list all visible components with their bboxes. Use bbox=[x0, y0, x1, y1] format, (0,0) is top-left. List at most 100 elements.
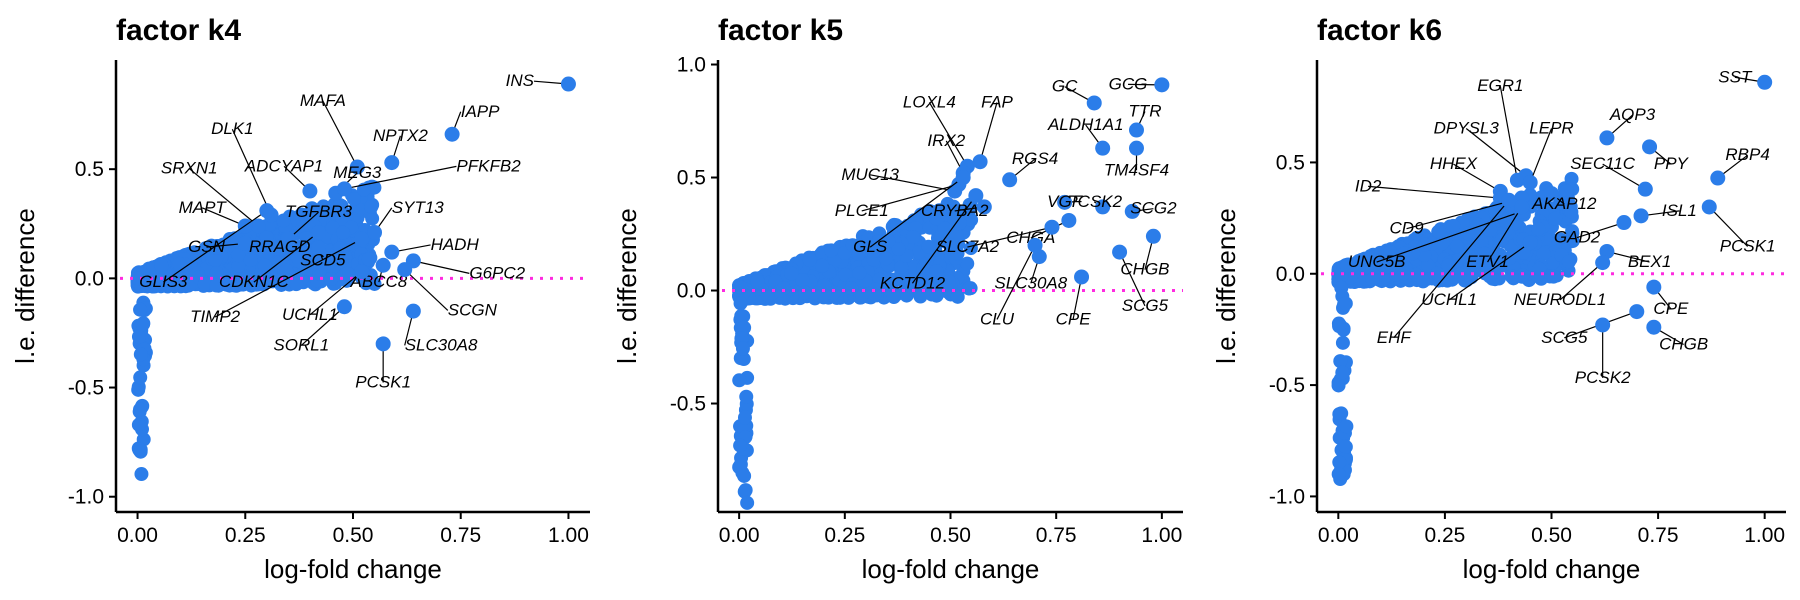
label-leader-line bbox=[928, 102, 968, 167]
gene-point-rragd bbox=[267, 240, 283, 256]
label-leader-line bbox=[163, 210, 268, 283]
data-point bbox=[960, 256, 975, 271]
gene-label-mafa: MAFA bbox=[300, 91, 346, 110]
gene-point-iapp bbox=[444, 126, 460, 142]
gene-point-rbp4 bbox=[1710, 170, 1726, 186]
label-leader-line bbox=[309, 271, 363, 316]
data-point bbox=[1338, 439, 1353, 454]
gene-label-clu: CLU bbox=[980, 309, 1015, 328]
gene-label-gls: GLS bbox=[853, 237, 888, 256]
x-tick-label: 0.50 bbox=[930, 524, 971, 547]
background-points bbox=[732, 196, 979, 510]
gene-point-lepr bbox=[1522, 174, 1538, 190]
data-point bbox=[963, 241, 978, 256]
data-point bbox=[1564, 204, 1579, 219]
data-point bbox=[292, 244, 307, 259]
gene-label-sst: SST bbox=[1718, 67, 1753, 86]
data-point bbox=[733, 438, 748, 453]
data-point bbox=[1469, 253, 1484, 268]
label-leader-line bbox=[188, 168, 259, 227]
gene-point-pcsk2 bbox=[1095, 199, 1111, 215]
data-point bbox=[136, 317, 151, 332]
data-point bbox=[929, 288, 944, 303]
label-leader-line bbox=[911, 195, 977, 284]
gene-point-cpe bbox=[1074, 269, 1090, 285]
y-axis-label: l.e. difference bbox=[612, 208, 642, 364]
data-point bbox=[733, 296, 748, 311]
data-point bbox=[1531, 222, 1546, 237]
label-leader-line bbox=[1119, 251, 1146, 307]
data-point bbox=[1474, 234, 1489, 249]
data-point bbox=[1441, 258, 1456, 273]
data-point bbox=[1421, 258, 1436, 273]
gene-point-isl1 bbox=[1633, 208, 1649, 224]
label-leader-line bbox=[231, 128, 272, 216]
data-point bbox=[750, 274, 765, 289]
data-point bbox=[208, 241, 223, 256]
data-point bbox=[952, 216, 967, 231]
label-leader-line bbox=[967, 226, 1053, 248]
data-point bbox=[361, 252, 376, 267]
gene-label-iapp: IAPP bbox=[461, 102, 500, 121]
y-tick-label: 0.0 bbox=[677, 280, 706, 303]
gene-point-pcsk2 bbox=[1595, 317, 1611, 333]
gene-label-cpe: CPE bbox=[1653, 299, 1689, 318]
data-point bbox=[1417, 237, 1432, 252]
x-axis-label: log-fold change bbox=[1463, 554, 1641, 584]
label-leader-line bbox=[344, 165, 457, 190]
gene-label-pcsk2: PCSK2 bbox=[1575, 368, 1631, 387]
data-point bbox=[172, 256, 187, 271]
gene-point-syt13 bbox=[367, 225, 383, 241]
gene-label-dpysl3: DPYSL3 bbox=[1434, 118, 1500, 137]
gene-label-gcg: GCG bbox=[1109, 74, 1148, 93]
gene-point-scgn bbox=[397, 262, 413, 278]
label-leader-line bbox=[870, 174, 955, 192]
data-point bbox=[867, 287, 882, 302]
data-point bbox=[1334, 406, 1349, 421]
gene-label-mapt: MAPT bbox=[179, 198, 228, 217]
data-point bbox=[964, 212, 979, 227]
data-point bbox=[1461, 226, 1476, 241]
data-point bbox=[1338, 296, 1353, 311]
data-point bbox=[1331, 467, 1346, 482]
gene-label-cdkn1c: CDKN1C bbox=[219, 272, 290, 291]
y-tick-label: 0.0 bbox=[1276, 263, 1305, 286]
data-point bbox=[231, 248, 246, 263]
data-point bbox=[259, 230, 274, 245]
gene-label-slc30a8: SLC30A8 bbox=[405, 335, 478, 354]
label-leader-line bbox=[1576, 221, 1625, 239]
data-point bbox=[737, 410, 752, 425]
data-point bbox=[241, 269, 256, 284]
gene-point-cdkn1c bbox=[311, 225, 327, 241]
y-tick-label: 0.0 bbox=[75, 267, 104, 290]
y-tick-label: -1.0 bbox=[68, 486, 104, 509]
gene-label-uchl1: UCHL1 bbox=[1421, 290, 1477, 309]
x-tick-label: 1.00 bbox=[548, 524, 589, 547]
data-point bbox=[326, 259, 341, 274]
data-point bbox=[1335, 365, 1350, 380]
data-point bbox=[1432, 224, 1447, 239]
gene-point-pcsk1 bbox=[1701, 199, 1717, 215]
data-point bbox=[231, 258, 246, 273]
gene-point-adcyap1 bbox=[302, 183, 318, 199]
data-point bbox=[795, 273, 810, 288]
panel-1: factor k4 INS IAPP MAFA NPTX2 MEG3 PFKFB2 DLK1 A… bbox=[10, 14, 590, 584]
data-point bbox=[134, 467, 149, 482]
data-point bbox=[844, 281, 859, 296]
gene-point-sec11c bbox=[1637, 181, 1653, 197]
data-point bbox=[950, 246, 965, 261]
gene-label-scgn: SCGN bbox=[448, 300, 498, 319]
gene-label-vgf: VGF bbox=[1047, 192, 1084, 211]
gene-label-cpe: CPE bbox=[1056, 309, 1092, 328]
gene-point-rgs4 bbox=[1002, 172, 1018, 188]
x-tick-label: 0.00 bbox=[117, 524, 158, 547]
gene-point-gsn bbox=[237, 235, 253, 251]
label-leader-line bbox=[201, 207, 246, 227]
data-point bbox=[817, 278, 832, 293]
x-tick-label: 0.00 bbox=[1318, 524, 1359, 547]
data-point bbox=[1365, 272, 1380, 287]
data-point bbox=[886, 290, 901, 305]
gene-label-pcsk1: PCSK1 bbox=[1720, 236, 1776, 255]
data-point bbox=[276, 213, 291, 228]
data-point bbox=[316, 199, 331, 214]
